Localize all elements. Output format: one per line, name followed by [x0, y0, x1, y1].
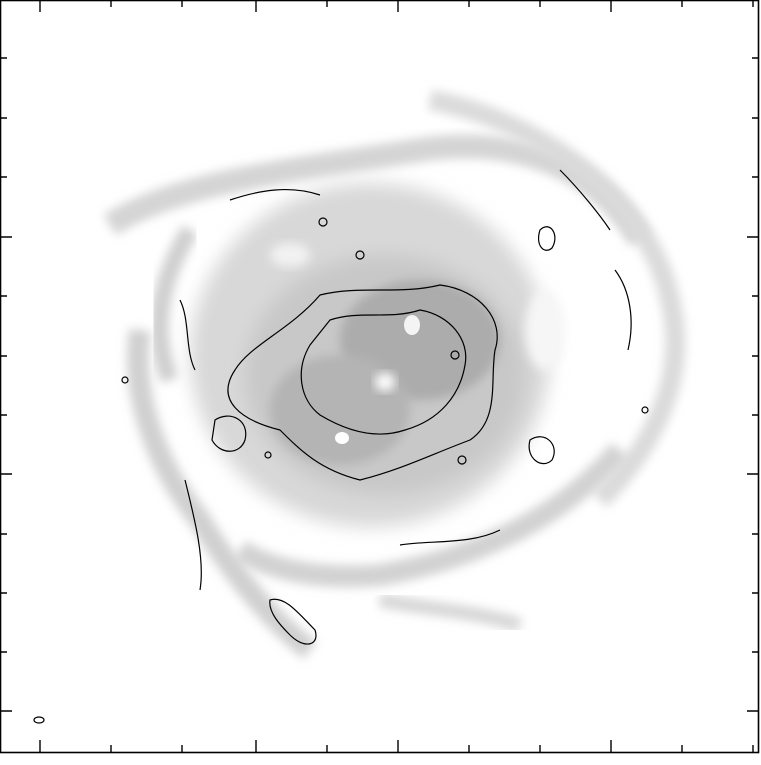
beam-ellipse	[33, 716, 45, 724]
contour-spot	[641, 406, 649, 414]
central-hole	[375, 373, 395, 391]
contour-overlay	[33, 169, 649, 724]
gap-east	[525, 290, 565, 370]
contour-spot	[355, 250, 365, 260]
right-minor-ticks	[752, 57, 759, 653]
right-major-ticks	[747, 236, 759, 712]
arm-east	[428, 90, 686, 508]
left-major-ticks	[0, 236, 12, 712]
contour-inner	[300, 309, 467, 435]
contour-spot	[318, 217, 328, 227]
emission-map	[103, 90, 686, 659]
contour-south-arc	[399, 529, 501, 546]
contour-spot	[264, 451, 272, 459]
arm-west	[127, 328, 317, 659]
top-minor-ticks	[110, 0, 754, 7]
left-minor-ticks	[0, 57, 7, 653]
contour-spot	[450, 350, 460, 360]
contour-ne-arc	[559, 169, 611, 231]
bottom-major-ticks	[39, 740, 612, 752]
hole-south	[335, 432, 349, 444]
contour-sw-arc	[184, 479, 202, 591]
bottom-minor-ticks	[110, 745, 754, 752]
core-emission-sw	[270, 355, 410, 465]
contour-west-arc	[179, 299, 196, 371]
contour-north-arc	[229, 188, 321, 201]
hole-north	[404, 315, 420, 335]
contour-east-arc	[614, 269, 632, 351]
contour-west-blob	[211, 415, 247, 452]
contour-se-blob	[528, 436, 555, 465]
arm-south-fragment	[378, 593, 523, 632]
arm-northwest	[150, 225, 198, 384]
contour-spot	[457, 455, 467, 465]
top-major-ticks	[39, 0, 612, 12]
gap-north	[270, 243, 310, 267]
contour-ne-blob	[538, 226, 556, 251]
contour-main	[227, 284, 498, 481]
contour-sw-arm	[269, 598, 317, 645]
arm-south	[233, 442, 629, 588]
contour-spot	[121, 376, 129, 384]
